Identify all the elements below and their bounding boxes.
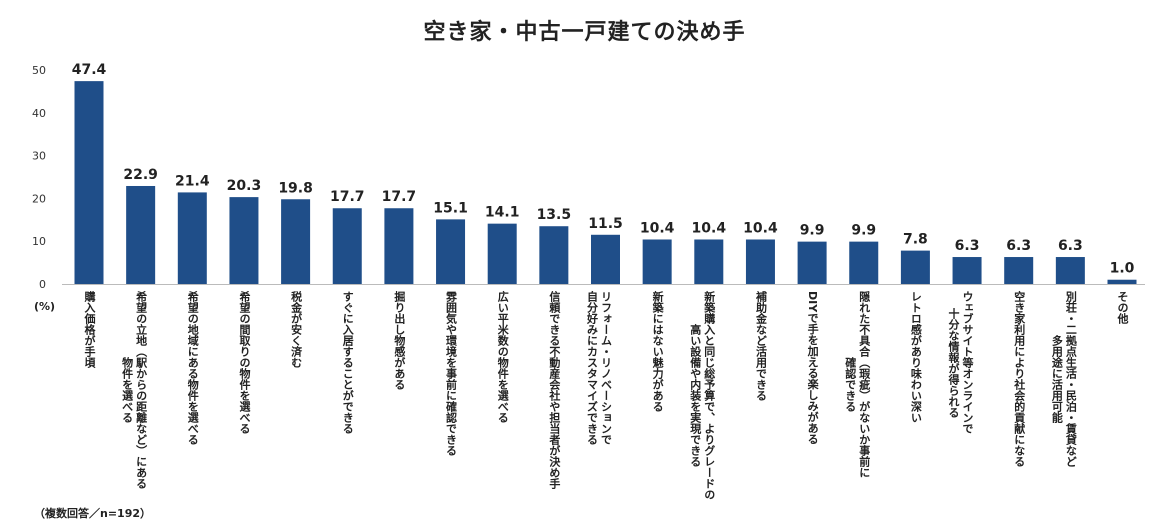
y-axis-unit: (%) xyxy=(34,300,56,313)
bar xyxy=(1055,257,1085,284)
bar xyxy=(849,241,879,284)
data-label: 6.3 xyxy=(1058,238,1083,254)
x-tick-label: すぐに入居することができる xyxy=(341,291,355,434)
bar xyxy=(539,226,569,284)
x-tick-label: DIYで手を加える楽しみがある xyxy=(806,291,820,445)
data-label: 17.7 xyxy=(330,189,365,205)
bar xyxy=(436,219,466,284)
bar xyxy=(1004,257,1034,284)
x-tick-label: リフォーム・リノベーションで 自分好みにカスタマイズできる xyxy=(585,291,613,445)
x-tick-label: 新築購入と同じ総予算で、よりグレードの 高い設備や内装を実現できる xyxy=(688,291,716,500)
bar xyxy=(126,185,156,284)
x-tick-label: ウェブサイト等オンラインで 十分な情報が得られる xyxy=(947,291,975,434)
y-tick-label: 10 xyxy=(32,235,46,248)
data-label: 10.4 xyxy=(743,220,778,236)
x-tick-label: その他 xyxy=(1116,291,1129,324)
x-tick-label: 希望の立地（駅からの距離など）にある 物件を選べる xyxy=(120,291,148,489)
bar xyxy=(384,208,414,284)
data-label: 6.3 xyxy=(1006,238,1031,254)
data-label: 10.4 xyxy=(640,220,675,236)
x-tick-label: 希望の間取りの物件を選べる xyxy=(237,291,251,434)
footnote: （複数回答／n=192） xyxy=(34,507,152,520)
bar xyxy=(591,234,620,284)
x-tick-label: 補助金など活用できる xyxy=(754,291,768,401)
x-tick-label: 新築にはない魅力がある xyxy=(651,291,665,412)
data-label: 11.5 xyxy=(588,216,623,232)
data-label: 7.8 xyxy=(903,232,928,248)
data-label: 21.4 xyxy=(175,173,210,189)
y-tick-label: 50 xyxy=(32,64,46,77)
data-label: 20.3 xyxy=(227,178,262,194)
data-label: 6.3 xyxy=(955,238,980,254)
x-tick-label: 希望の地域にある物件を選べる xyxy=(186,291,200,445)
data-label: 13.5 xyxy=(537,207,572,223)
x-tick-label: 空き家利用により社会的貢献になる xyxy=(1012,291,1026,467)
bar xyxy=(1107,279,1137,284)
y-tick-label: 20 xyxy=(32,192,46,205)
data-label: 1.0 xyxy=(1110,261,1135,277)
bar xyxy=(487,223,517,284)
data-label: 47.4 xyxy=(72,62,107,78)
bar xyxy=(281,199,311,284)
x-tick-label: 広い平米数の物件を選べる xyxy=(496,291,510,423)
bar xyxy=(797,241,827,284)
data-label: 9.9 xyxy=(851,223,876,239)
bar xyxy=(745,239,775,284)
data-label: 10.4 xyxy=(692,220,727,236)
data-label: 9.9 xyxy=(800,223,825,239)
bar xyxy=(177,192,207,284)
x-tick-label: 雰囲気や環境を事前に確認できる xyxy=(444,291,458,456)
bar xyxy=(229,197,259,284)
bar xyxy=(642,239,672,284)
x-tick-label: 別荘・二拠点生活・民泊・賃貸など 多用途に活用可能 xyxy=(1050,291,1078,467)
data-label: 17.7 xyxy=(382,189,417,205)
x-tick-label: 掘り出し物感がある xyxy=(392,291,406,390)
data-label: 22.9 xyxy=(123,167,158,183)
bar xyxy=(952,257,982,284)
bar xyxy=(694,239,724,284)
data-label: 14.1 xyxy=(485,205,520,221)
y-tick-label: 40 xyxy=(32,107,46,120)
x-tick-label: 税金が安く済む xyxy=(289,291,303,368)
x-tick-label: 信頼できる不動産会社や担当者が決め手 xyxy=(547,291,561,489)
y-tick-label: 30 xyxy=(32,150,46,163)
bar xyxy=(900,250,930,284)
x-tick-label: 購入価格が手頃 xyxy=(83,291,96,368)
x-tick-label: 隠れた不具合（瑕疵）がないか事前に 確認できる xyxy=(843,291,871,478)
x-tick-label: レトロ感があり味わい深い xyxy=(909,291,923,423)
bar xyxy=(74,81,104,285)
y-tick-label: 0 xyxy=(39,278,46,291)
data-label: 19.8 xyxy=(278,180,313,196)
chart-title: 空き家・中古一戸建ての決め手 xyxy=(423,20,746,45)
bar xyxy=(332,208,362,284)
data-label: 15.1 xyxy=(433,200,468,216)
